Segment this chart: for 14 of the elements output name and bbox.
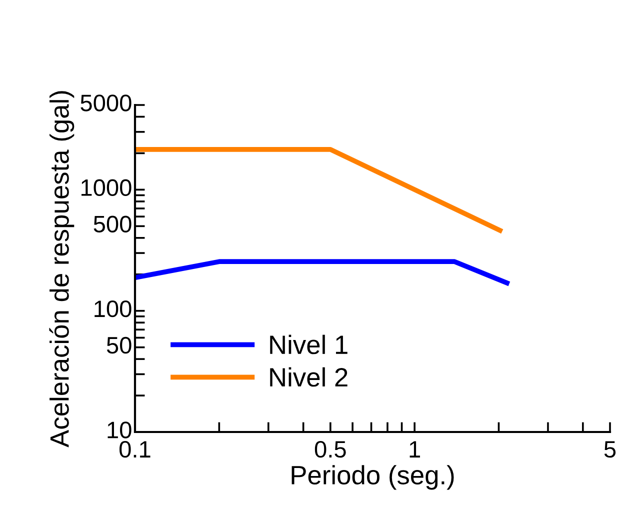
x-tick-label: 0.1	[120, 440, 150, 458]
x-tick-label: 1	[410, 441, 420, 458]
legend-label: Nivel 2	[270, 367, 348, 387]
y-tick-label: 5000	[80, 94, 132, 112]
y-tick-label: 100	[94, 300, 132, 318]
y-tick-label: 10	[108, 422, 132, 438]
x-tick-label: 0.5	[314, 440, 346, 458]
x-axis-title: Periodo (seg.)	[292, 465, 454, 490]
y-axis-title: Aceleración de respuesta (gal)	[49, 91, 74, 448]
legend-label: Nivel 1	[270, 334, 348, 354]
x-tick-label: 5	[604, 441, 616, 458]
y-tick-label: 1000	[82, 179, 132, 196]
y-tick-label: 500	[94, 216, 132, 232]
y-tick-label: 50	[106, 336, 132, 354]
